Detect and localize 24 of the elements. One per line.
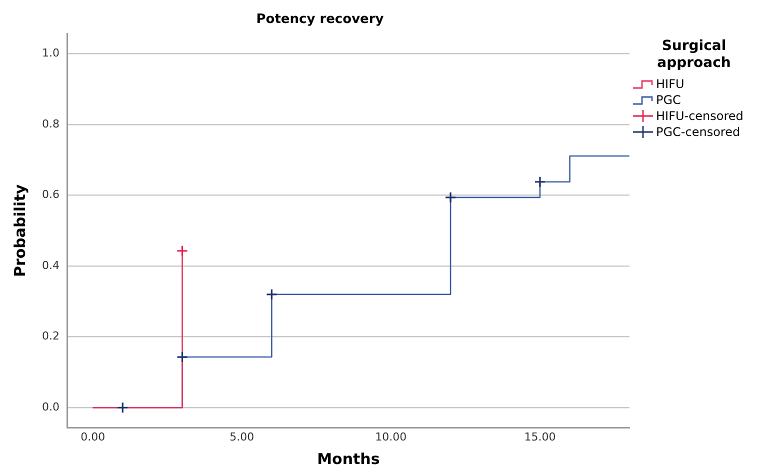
point (176, 245, 188, 257)
chart-title: Potency recovery (256, 12, 384, 28)
point (534, 176, 546, 188)
y-tick-label: 1.0 (42, 46, 60, 60)
point (266, 288, 278, 300)
y-axis-title: Probability (10, 184, 29, 278)
legend-label: HIFU (656, 77, 684, 91)
point (116, 402, 128, 414)
x-tick-label: 15.00 (524, 430, 556, 444)
legend-label: HIFU-censored (656, 109, 744, 123)
point (176, 351, 188, 363)
legend-label: PGC (656, 93, 681, 107)
point (444, 192, 456, 204)
x-tick-label: 0.00 (80, 430, 106, 444)
x-tick-label: 5.00 (230, 430, 254, 444)
x-tick-label: 10.00 (375, 430, 407, 444)
y-tick-label: 0.2 (42, 330, 60, 343)
y-tick-label: 0.8 (42, 117, 60, 130)
y-tick-label: 0.4 (42, 258, 60, 272)
y-tick-label: 0.6 (42, 188, 60, 202)
x-axis-title: Months (317, 450, 380, 468)
legend-label: PGC-censored (656, 125, 740, 139)
legend-title: Surgical approach (656, 38, 732, 72)
y-tick-label: 0.0 (42, 400, 60, 414)
